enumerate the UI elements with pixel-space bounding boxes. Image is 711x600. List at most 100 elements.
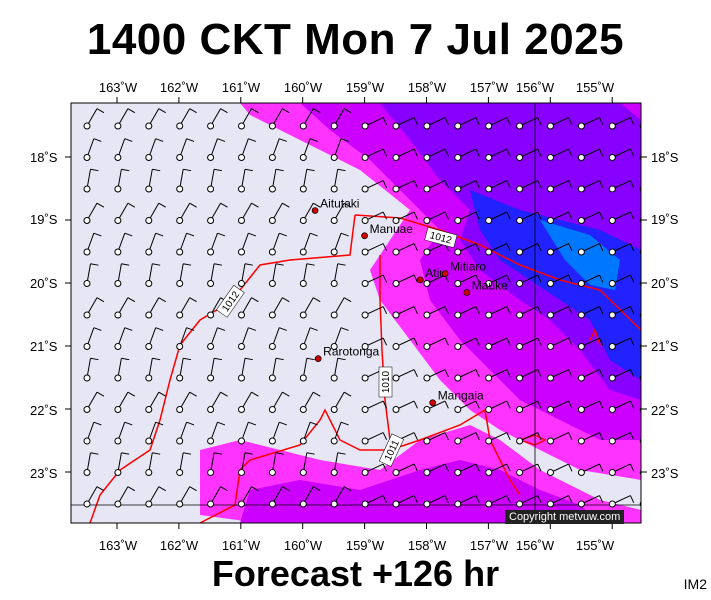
wind-barb [547,369,573,382]
wind-barb [392,337,418,350]
wind-barb [176,452,192,476]
wind-barb [114,452,130,476]
wind-barb [485,117,511,130]
wind-barb [639,249,641,255]
wind-barb [299,486,321,508]
isobar-1011 [199,408,521,523]
wind-barb [114,486,136,508]
wind-barb [207,168,223,193]
wind-barb [361,243,388,256]
wind-barb [547,495,573,508]
wind-barb [330,138,349,161]
wind-barb [485,211,511,224]
lon-label: 155˚W [575,538,615,553]
wind-barb [423,306,449,319]
lat-label: 19˚S [30,212,58,227]
wind-barb [608,306,635,319]
wind-barb [516,495,542,508]
lon-label: 158˚W [407,80,447,95]
wind-barb [176,202,197,224]
wind-barb [207,297,228,319]
wind-barb [547,243,573,256]
wind-barb [299,202,321,224]
wind-barb [423,432,449,445]
place-label: Aitutaki [320,197,359,211]
isobar-label-3: 1010 [378,366,393,398]
wind-barb [238,327,257,350]
wind-barb [145,452,161,476]
wind-barb [608,211,635,224]
wind-barb [547,400,573,413]
wind-barb [238,263,253,287]
wind-barb [485,495,511,508]
wind-barb [268,357,284,382]
wind-barb [361,337,388,350]
wind-barb [547,148,573,161]
wind-barb [207,232,226,256]
wind-barb [547,463,573,476]
wind-barb [299,138,318,161]
wind-barb [423,211,449,224]
place-label: Mauke [472,278,508,292]
wind-barb [83,202,105,224]
wind-barb [176,327,195,350]
isobar-1012-north [354,214,641,331]
wind-barb [299,168,315,193]
lat-label: 20˚S [30,276,58,291]
wind-barb [238,168,253,193]
wind-barb [238,452,253,476]
wind-barb [454,306,480,319]
wind-barb [577,495,604,508]
wind-barb [268,297,290,319]
wind-barb [639,123,641,129]
axis-ticks [65,97,647,529]
lat-label: 19˚S [651,212,679,227]
wind-barb [207,202,228,224]
wind-barb [361,306,388,319]
wind-barb [608,400,635,413]
wind-barb [176,232,195,256]
wind-barb [83,486,105,508]
wind-barb [577,306,604,319]
wind-barb [361,180,388,193]
wind-barb [83,138,102,161]
wind-barb [83,263,99,287]
wind-barb [454,495,480,508]
isobar-1012-se [589,328,601,346]
isobar-1010 [379,255,391,441]
wind-barb [577,463,604,476]
wind-barb [176,391,197,413]
wind-barb [423,337,449,350]
wind-barb [114,108,136,130]
wind-barb [330,263,346,287]
wind-barb [268,232,287,256]
forecast-label: Forecast +126 hr [211,553,500,594]
wind-barb [608,337,635,350]
wind-barb [83,357,99,382]
wind-barb [547,337,573,350]
wind-barb [83,327,102,350]
wind-barb [83,421,102,445]
wind-barb [577,400,604,413]
copyright-badge: Copyright metvuw.com [505,510,625,524]
place-label: Rarotonga [323,345,379,359]
wind-barb [454,432,480,445]
wind-barb [392,400,418,413]
wind-barb [608,369,635,382]
wind-barb [516,432,542,445]
wind-barb [114,263,130,287]
wind-barb [176,263,192,287]
wind-barb [423,117,449,130]
place-label: Manuae [370,222,414,236]
isobar-label-text: 1010 [381,370,392,393]
wind-barb [145,297,166,319]
lat-label: 18˚S [651,150,679,165]
wind-barb [330,202,352,224]
wind-barb [392,495,418,508]
wind-barb [485,432,511,445]
wind-barb [639,312,641,318]
wind-barb [268,391,290,413]
wind-barb [238,391,259,413]
wind-barb [608,148,635,161]
wind-barb [547,211,573,224]
